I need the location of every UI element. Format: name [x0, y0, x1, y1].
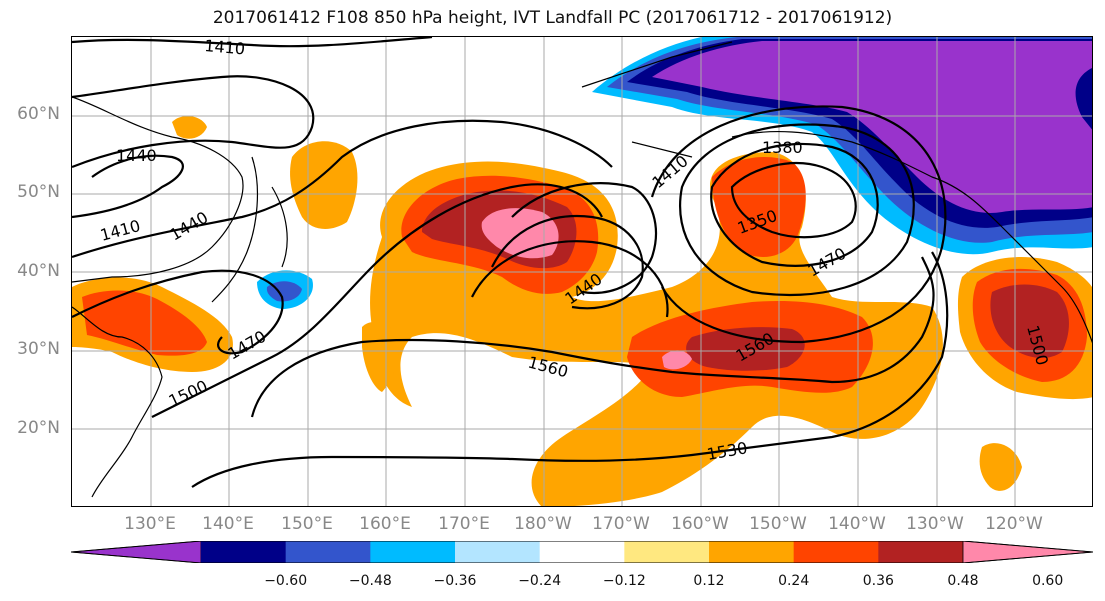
lon-label-140w: 140°W	[828, 514, 886, 534]
contour-1470-low	[72, 269, 284, 355]
colorbar-tick-label: 0.24	[778, 573, 810, 589]
contour-1470-east	[650, 105, 947, 344]
lat-label-40n: 40°N	[17, 261, 60, 281]
contour-label: 1440	[116, 146, 157, 165]
colorbar	[70, 540, 1094, 564]
positive-anomaly-west	[72, 115, 399, 392]
colorbar-cell	[455, 541, 541, 563]
lon-label-170e: 170°E	[438, 514, 490, 534]
contour-low-2	[710, 142, 879, 267]
contour-outer-1	[471, 240, 669, 318]
colorbar-extend-low	[70, 540, 202, 564]
contour-label: 1410	[648, 151, 691, 192]
lon-label-150w: 150°W	[749, 514, 807, 534]
contour-trough-2	[491, 215, 644, 310]
lat-label-60n: 60°N	[17, 104, 60, 124]
contour-label: 1470	[225, 327, 270, 364]
colorbar-cell	[624, 541, 710, 563]
lon-label-130w: 130°W	[906, 514, 964, 534]
colorbar-tick-label: 0.12	[693, 573, 725, 589]
map-canvas: 1410 1440 1410 1440 1410 1380 1350 1470 …	[72, 37, 1092, 506]
colorbar-tick-label: −0.60	[264, 573, 308, 589]
colorbar-tick-label: 0.36	[862, 573, 894, 589]
contour-trough-1	[511, 182, 657, 295]
colorbar-cell	[370, 541, 456, 563]
colorbar-tick-label: −0.36	[433, 573, 477, 589]
colorbar-cell	[709, 541, 795, 563]
contour-label: 1410	[204, 37, 246, 59]
lon-label-170w: 170°W	[592, 514, 650, 534]
contour-1560	[250, 256, 935, 418]
lon-label-160w: 160°W	[671, 514, 729, 534]
contour-low-1	[730, 161, 857, 239]
contour-label: 1470	[805, 244, 850, 281]
colorbar-cell	[878, 541, 964, 563]
colorbar-cell	[793, 541, 879, 563]
colorbar-cell	[285, 541, 371, 563]
contour-1410-west	[72, 154, 184, 219]
lon-label-180w: 180°W	[514, 514, 572, 534]
contour-1500	[151, 183, 603, 418]
colorbar-tick-label: −0.12	[602, 573, 646, 589]
lon-label-160e: 160°E	[359, 514, 411, 534]
contour-1530	[191, 251, 949, 488]
lat-label-20n: 20°N	[17, 418, 60, 438]
contour-label: 1500	[166, 376, 211, 410]
contour-label: 1440	[167, 208, 212, 245]
contour-1440-west	[72, 75, 315, 169]
negative-anomaly-core	[652, 41, 1092, 213]
lat-label-30n: 30°N	[17, 339, 60, 359]
lon-label-130e: 130°E	[124, 514, 176, 534]
contour-1440-mid	[72, 119, 613, 259]
colorbar-svg	[70, 540, 1094, 564]
colorbar-cell	[201, 541, 287, 563]
map-title: 2017061412 F108 850 hPa height, IVT Land…	[212, 8, 893, 28]
colorbar-tick-label: −0.24	[518, 573, 562, 589]
lon-label-150e: 150°E	[281, 514, 333, 534]
lat-label-50n: 50°N	[17, 182, 60, 202]
colorbar-tick-label: 0.48	[947, 573, 979, 589]
contour-label: 1410	[98, 216, 142, 245]
lon-label-140e: 140°E	[202, 514, 254, 534]
contour-1410-north	[72, 37, 433, 48]
lon-label-120w: 120°W	[985, 514, 1043, 534]
positive-anomaly-central	[370, 152, 943, 506]
colorbar-extend-high	[962, 540, 1094, 564]
coastlines	[72, 41, 1092, 498]
contour-label: 1380	[762, 138, 803, 157]
colorbar-tick-label: −0.48	[348, 573, 392, 589]
height-contours	[72, 37, 949, 488]
positive-anomaly-east	[957, 257, 1092, 491]
map-panel: 1410 1440 1410 1440 1410 1380 1350 1470 …	[71, 36, 1093, 507]
contour-low-3	[679, 123, 915, 297]
colorbar-cell	[539, 541, 625, 563]
colorbar-tick-label: 0.60	[1032, 573, 1064, 589]
